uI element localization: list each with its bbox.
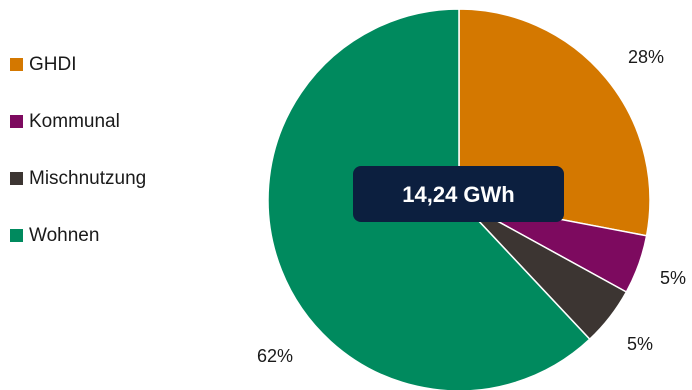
legend-item-kommunal: Kommunal: [10, 111, 146, 132]
legend-item-wohnen: Wohnen: [10, 225, 146, 246]
legend-swatch: [10, 229, 23, 242]
legend-label: GHDI: [29, 53, 77, 75]
legend-swatch: [10, 172, 23, 185]
center-badge: 14,24 GWh: [353, 166, 564, 222]
legend: GHDI Kommunal Mischnutzung Wohnen: [10, 54, 146, 282]
slice-label-ghdi: 28%: [628, 47, 664, 67]
legend-item-mischnutzung: Mischnutzung: [10, 168, 146, 189]
slice-label-mischnutzung: 5%: [627, 334, 653, 354]
slice-labels: 28% 5% 5% 62%: [257, 47, 686, 366]
legend-label: Mischnutzung: [29, 167, 147, 189]
legend-swatch: [10, 58, 23, 71]
center-badge-box: [353, 166, 564, 222]
legend-label: Kommunal: [29, 110, 120, 132]
center-total-label: 14,24 GWh: [402, 182, 514, 207]
slice-label-kommunal: 5%: [660, 268, 686, 288]
legend-label: Wohnen: [29, 224, 100, 246]
legend-item-ghdi: GHDI: [10, 54, 146, 75]
slice-label-wohnen: 62%: [257, 346, 293, 366]
legend-swatch: [10, 115, 23, 128]
